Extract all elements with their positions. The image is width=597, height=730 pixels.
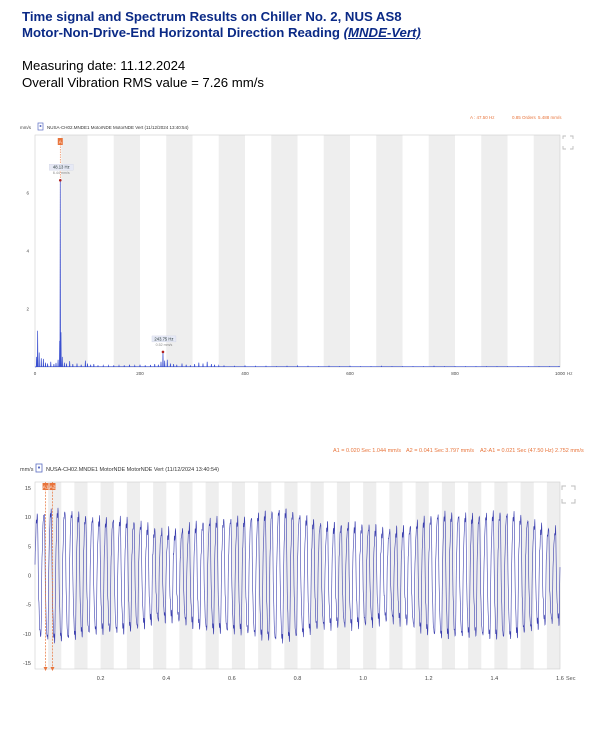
time-grid-band <box>153 482 167 669</box>
title-line-2-prefix: Motor-Non-Drive-End Horizontal Direction… <box>22 25 344 40</box>
spectrum-grid-band <box>428 135 455 367</box>
time-signal-chart[interactable]: A1 = 0.020 Sec 1.044 mm/s A2 = 0.041 Sec… <box>0 430 597 720</box>
spectrum-x-tick-label: 200 <box>136 371 144 376</box>
time-unit-label: mm/s <box>20 467 34 473</box>
time-x-tick-label: 1.4 <box>491 676 499 682</box>
spectrum-measurement-label: NUSA-CH02.MNDE1 MotorNDE MotorNDE Vert (… <box>47 125 189 130</box>
peak-freq-label: 48.13 Hz <box>53 165 70 170</box>
spectrum-grid-band <box>271 135 298 367</box>
time-measurement-label: NUSA-CH02.MNDE1 MotorNDE MotorNDE Vert (… <box>46 467 219 473</box>
spectrum-grid-band <box>113 135 140 367</box>
time-x-tick-label: 0.4 <box>162 676 170 682</box>
spectrum-grid-band <box>218 135 245 367</box>
peak-freq-label: 243.75 Hz <box>154 336 173 341</box>
spectrum-grid-band <box>61 135 88 367</box>
time-x-tick-label: 1.2 <box>425 676 433 682</box>
measurement-meta: Measuring date: 11.12.2024 Overall Vibra… <box>22 57 264 91</box>
spectrum-chart[interactable]: mm/s NUSA-CH02.MNDE1 MotorNDE MotorNDE V… <box>0 105 597 385</box>
spectrum-y-ticks: 2 4 6 <box>26 191 29 312</box>
time-grid-band <box>415 482 429 669</box>
overall-rms: Overall Vibration RMS value = 7.26 mm/s <box>22 75 264 90</box>
spectrum-grid-band <box>481 135 508 367</box>
spectrum-cursor-marker[interactable]: A <box>57 138 63 145</box>
time-y-tick-label: -15 <box>23 661 31 667</box>
peak-marker <box>58 178 62 182</box>
expand-icon[interactable] <box>561 485 576 504</box>
peak-amp-label: 0.52 mm/s <box>156 343 173 347</box>
sensor-icon <box>37 122 44 131</box>
spectrum-x-unit: Hz <box>567 371 573 376</box>
time-x-unit: Sec <box>566 676 576 682</box>
peak-amp-label: 6.44 mm/s <box>53 171 70 175</box>
sensor-icon <box>35 463 43 473</box>
time-y-tick-label: 10 <box>25 515 31 521</box>
peak-marker <box>161 350 165 354</box>
spectrum-readout-amplitude: 5.488 mm/s <box>538 115 562 120</box>
time-grid-bands <box>48 482 560 669</box>
spectrum-cursor-label: A <box>59 140 62 145</box>
spectrum-unit-label: mm/s <box>20 125 32 130</box>
time-y-tick-label: 15 <box>25 486 31 492</box>
spectrum-x-tick-label: 1000 <box>555 371 566 376</box>
time-readout-a2: A2 = 0.041 Sec 3.797 mm/s <box>406 448 474 454</box>
spectrum-y-tick-label: 4 <box>26 249 29 254</box>
time-cursor-label: A1 <box>43 485 49 491</box>
time-x-tick-label: 0.6 <box>228 676 236 682</box>
spectrum-grid-band <box>323 135 350 367</box>
spectrum-x-tick-label: 800 <box>451 371 459 376</box>
spectrum-plot-border <box>34 134 561 368</box>
peak-label-box <box>151 335 177 343</box>
measuring-date: Measuring date: 11.12.2024 <box>22 58 186 73</box>
time-grid-band <box>389 482 403 669</box>
time-grid-band <box>284 482 298 669</box>
spectrum-peak-labels: 48.13 Hz6.44 mm/s 243.75 Hz 0.52 mm/s <box>49 164 177 354</box>
peak-label-box <box>49 164 74 171</box>
time-cursor-arrow <box>50 667 55 671</box>
title-line-2: Motor-Non-Drive-End Horizontal Direction… <box>22 25 421 41</box>
time-grid-band <box>546 482 560 669</box>
spectrum-grid-band <box>376 135 403 367</box>
time-grid-band <box>336 482 350 669</box>
time-x-tick-label: 1.6 <box>556 676 564 682</box>
time-cursor-arrow <box>43 667 48 671</box>
time-y-ticks: 15 10 5 0 -5 -10 -15 <box>23 486 31 667</box>
time-cursor-label: A2 <box>50 485 56 491</box>
time-grid-band <box>258 482 272 669</box>
spectrum-x-ticks: 0 200 400 600 800 1000 <box>34 371 566 376</box>
time-y-tick-label: -5 <box>26 603 31 609</box>
time-cursor-box <box>42 483 49 490</box>
time-x-tick-label: 1.0 <box>359 676 367 682</box>
spectrum-grid-bands <box>61 135 560 367</box>
time-readout-a1: A1 = 0.020 Sec 1.044 mm/s <box>333 448 401 454</box>
spectrum-y-tick-label: 6 <box>26 191 29 196</box>
spectrum-y-tick-label: 2 <box>26 307 29 312</box>
spectrum-grid-band <box>166 135 193 367</box>
time-x-tick-label: 0.8 <box>294 676 302 682</box>
time-readout-a2-a1: A2-A1 = 0.021 Sec (47.50 Hz) 2.752 mm/s <box>480 448 584 454</box>
title-link-mnde-vert[interactable]: (MNDE-Vert) <box>343 25 421 40</box>
expand-icon[interactable] <box>562 135 574 150</box>
time-y-tick-label: 5 <box>28 544 31 550</box>
report-title: Time signal and Spectrum Results on Chil… <box>22 9 421 41</box>
spectrum-series-line <box>34 180 560 368</box>
time-cursor-box <box>49 483 56 490</box>
time-cursors[interactable]: A1 A2 <box>42 482 56 671</box>
spectrum-x-tick-label: 400 <box>241 371 249 376</box>
time-x-ticks: 0.2 0.4 0.6 0.8 1.0 1.2 1.4 1.6 <box>97 676 564 682</box>
time-y-tick-label: -10 <box>23 632 31 638</box>
spectrum-readout-cursor-a: A : 47.50 Hz <box>470 115 495 120</box>
time-y-tick-label: 0 <box>28 574 31 580</box>
time-grid-band <box>126 482 140 669</box>
spectrum-x-tick-label: 0 <box>34 371 37 376</box>
spectrum-x-tick-label: 600 <box>346 371 354 376</box>
time-series-line <box>34 507 561 644</box>
time-x-tick-label: 0.2 <box>97 676 105 682</box>
spectrum-readout-orders: 0.85 Orders <box>512 115 537 120</box>
spectrum-grid-band <box>533 135 560 367</box>
title-line-1: Time signal and Spectrum Results on Chil… <box>22 9 402 24</box>
time-grid-band <box>520 482 534 669</box>
